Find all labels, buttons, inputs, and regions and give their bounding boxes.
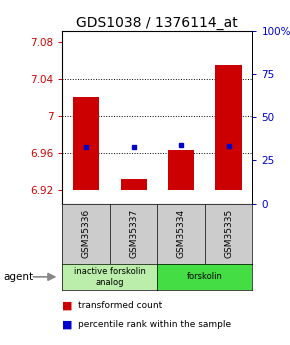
Bar xyxy=(73,98,99,190)
Text: GSM35336: GSM35336 xyxy=(81,209,90,258)
Text: transformed count: transformed count xyxy=(78,301,163,310)
Bar xyxy=(121,179,147,190)
Bar xyxy=(168,150,194,190)
Text: ■: ■ xyxy=(62,319,73,329)
Text: forskolin: forskolin xyxy=(187,272,223,282)
Text: percentile rank within the sample: percentile rank within the sample xyxy=(78,320,231,329)
Bar xyxy=(215,65,242,190)
Text: GSM35334: GSM35334 xyxy=(177,209,186,258)
Text: ■: ■ xyxy=(62,300,73,310)
Text: inactive forskolin
analog: inactive forskolin analog xyxy=(74,267,146,287)
Text: GSM35335: GSM35335 xyxy=(224,209,233,258)
Text: GSM35337: GSM35337 xyxy=(129,209,138,258)
Title: GDS1038 / 1376114_at: GDS1038 / 1376114_at xyxy=(77,16,238,30)
Text: agent: agent xyxy=(3,272,33,282)
